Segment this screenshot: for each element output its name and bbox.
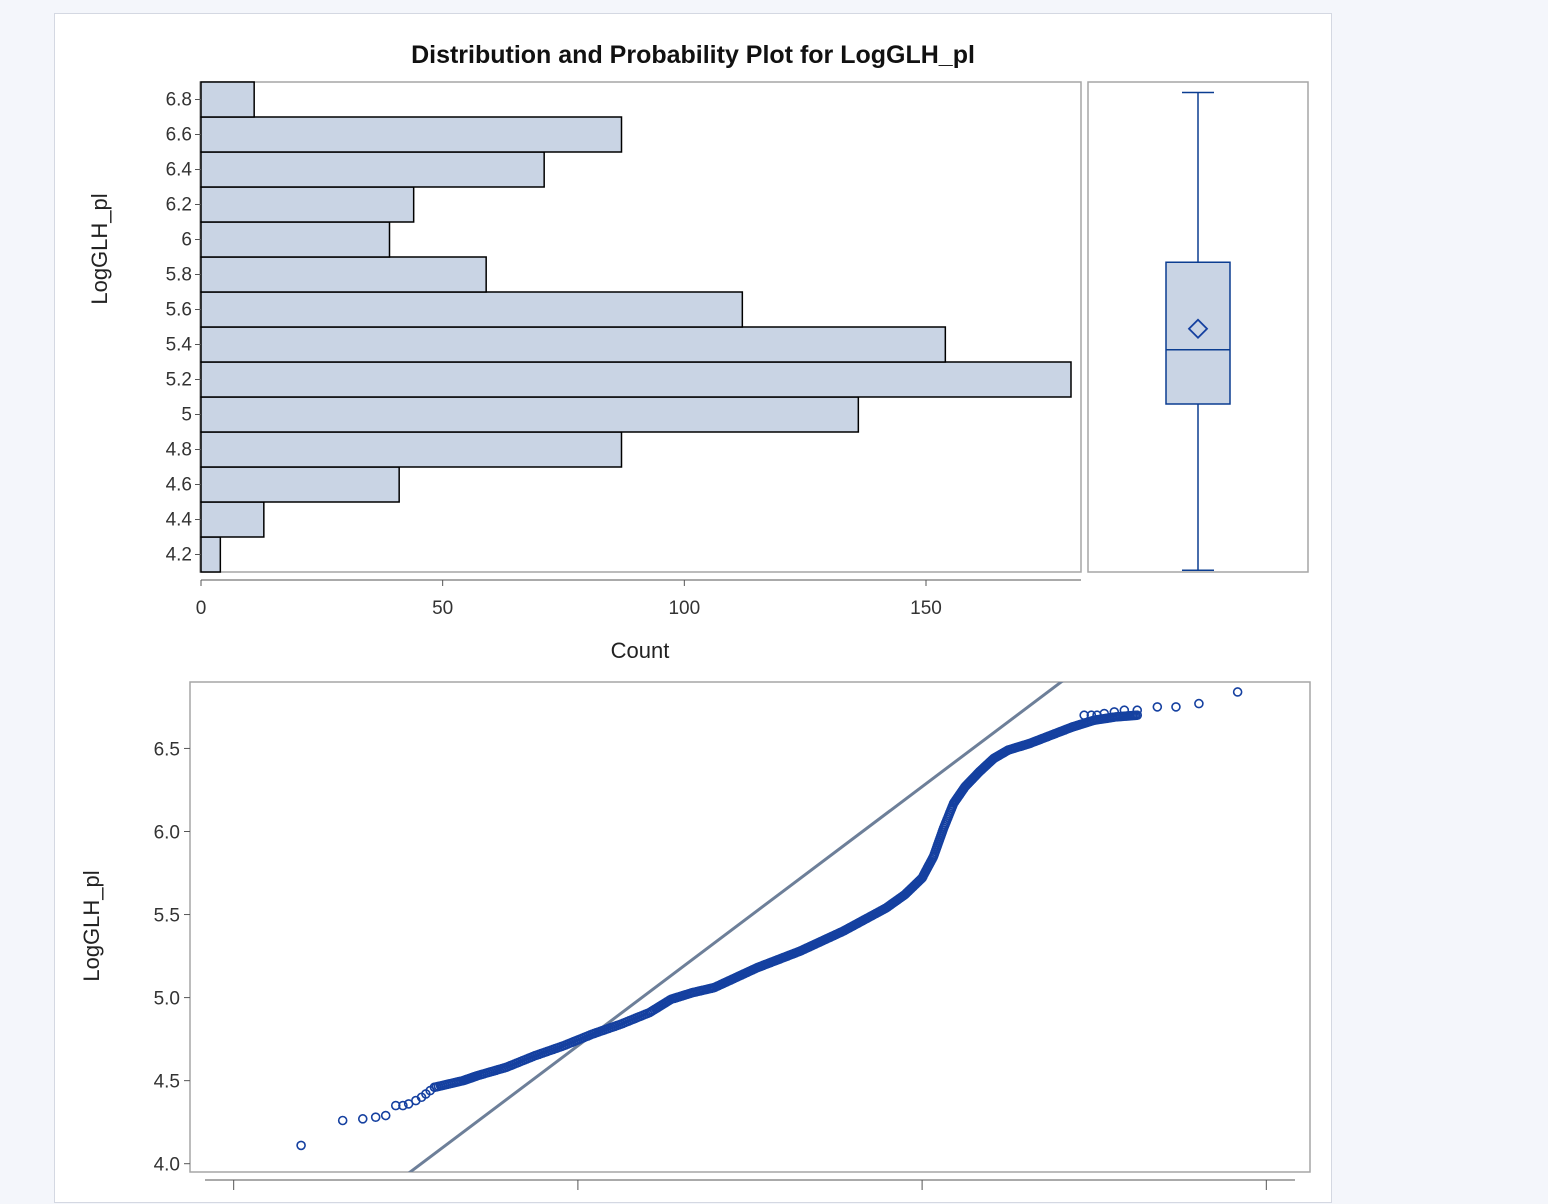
probability-plot-y-tick-label: 4.0 (154, 1155, 180, 1176)
chart-canvas: Distribution and Probability Plot for Lo… (79, 41, 1311, 1190)
probability-plot-reference-line (407, 682, 1064, 1172)
histogram-bar (200, 116, 623, 153)
histogram-bar (200, 221, 391, 258)
probability-plot-marker (357, 1114, 368, 1124)
probability-plot-y-tick-label: 6.0 (154, 822, 180, 843)
probability-plot-marker (1152, 702, 1163, 712)
histogram-y-tick-label: 6.2 (166, 195, 192, 216)
histogram-bar (200, 361, 1072, 398)
histogram-y-axis-label: LogGLH_pl (87, 193, 112, 304)
histogram-y-tick-label: 6.8 (166, 90, 192, 111)
histogram-x-axis: 0 50 100 150 (196, 579, 1081, 619)
probability-plot-marker (296, 1140, 306, 1151)
probability-plot-marker (1119, 705, 1130, 716)
probability-plot-marker (337, 1115, 348, 1126)
probability-plot-marker (380, 1110, 391, 1121)
probability-plot-marker (1086, 710, 1097, 721)
histogram-y-tick-label: 4.4 (166, 510, 193, 531)
probability-plot-marker (1171, 702, 1181, 712)
histogram-bar (200, 501, 265, 538)
histogram-bar (200, 396, 860, 433)
histogram-y-tick-label: 4.8 (166, 440, 192, 461)
histogram-y-tick-label: 5.8 (166, 265, 192, 286)
histogram-y-tick-label: 5.2 (166, 370, 192, 391)
probability-plot-marker (390, 1100, 401, 1111)
probability-plot-y-axis: 4.0 4.5 5.0 5.5 6.0 6.5 (154, 739, 190, 1176)
boxplot (1165, 91, 1231, 571)
histogram-y-tick-label: 5.6 (166, 300, 192, 321)
histogram-bar (200, 431, 623, 468)
probability-plot-markers (296, 682, 1243, 1172)
histogram-bar (200, 326, 947, 363)
probability-plot-y-tick-label: 5.5 (154, 906, 180, 927)
histogram-bar (200, 81, 255, 118)
probability-plot-marker (1109, 707, 1120, 717)
histogram-bars (200, 81, 1072, 573)
histogram-bar (200, 466, 400, 503)
probability-plot-marker (370, 1112, 381, 1122)
probability-plot-marker (1232, 687, 1243, 697)
probability-plot-marker (1132, 705, 1143, 716)
histogram-bar (200, 151, 545, 188)
histogram-x-tick-label: 50 (432, 598, 453, 619)
probability-plot-marker (429, 1082, 440, 1093)
boxplot-box (1165, 261, 1231, 405)
boxplot-mean-marker (1187, 318, 1209, 340)
probability-plot-marker (398, 1100, 408, 1111)
chart-title: Distribution and Probability Plot for Lo… (411, 41, 975, 69)
histogram-y-tick-label: 6.4 (166, 160, 193, 181)
histogram-x-tick-label: 100 (668, 598, 700, 619)
histogram-bar (200, 256, 487, 293)
probability-plot-y-tick-label: 6.5 (154, 739, 180, 760)
histogram-y-tick-label: 4.6 (166, 475, 192, 496)
probability-plot-marker (1079, 710, 1089, 721)
probability-plot-x-axis (205, 1179, 1295, 1190)
histogram-y-tick-label: 6.6 (166, 125, 192, 146)
histogram-y-tick-label: 4.2 (166, 545, 192, 566)
probability-plot-marker (1132, 710, 1143, 721)
histogram-x-tick-label: 0 (196, 598, 207, 619)
histogram-bar (200, 536, 222, 573)
histogram-y-axis: 4.2 4.4 4.6 4.8 5 5.2 5.4 5.6 5.8 6 6.2 6.4 6.6 6.8 (166, 90, 201, 566)
histogram-y-tick-label: 6 (181, 230, 192, 251)
probability-plot-frame (189, 681, 1311, 1173)
probability-plot-marker (1099, 708, 1110, 719)
histogram-x-axis-label: Count (611, 638, 670, 663)
probability-plot-marker (1194, 698, 1204, 709)
histogram-bar (200, 291, 744, 328)
histogram-x-tick-label: 150 (910, 598, 942, 619)
histogram-bar (200, 186, 415, 223)
chart-figure: Distribution and Probability Plot for Lo… (54, 13, 1332, 1203)
probability-plot-y-axis-label: LogGLH_pl (79, 870, 104, 981)
probability-plot-y-tick-label: 4.5 (154, 1072, 180, 1093)
histogram-y-tick-label: 5 (181, 405, 192, 426)
probability-plot-y-tick-label: 5.0 (154, 989, 180, 1010)
histogram-y-tick-label: 5.4 (166, 335, 193, 356)
